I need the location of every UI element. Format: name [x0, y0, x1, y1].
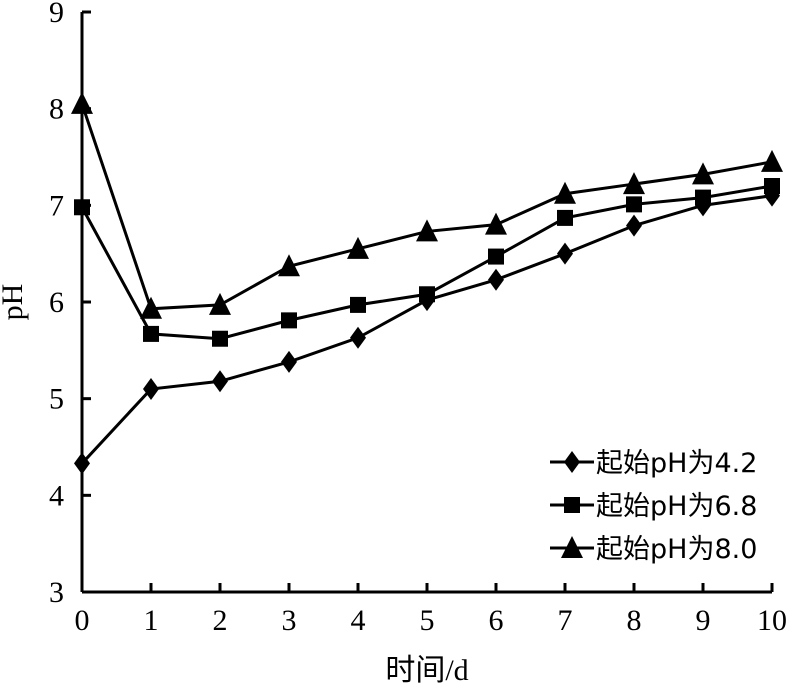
data-point — [554, 181, 576, 204]
data-point — [209, 292, 231, 315]
legend-entry: 起始pH为4.2 — [550, 448, 757, 479]
x-tick-label: 0 — [75, 604, 90, 637]
series-square — [74, 178, 780, 347]
series-layer — [71, 91, 783, 475]
data-point — [350, 296, 366, 313]
x-tick-label: 7 — [558, 604, 573, 637]
x-tick-label: 2 — [213, 604, 228, 637]
legend-marker — [564, 497, 580, 513]
y-tick-label: 9 — [49, 0, 64, 29]
data-point — [626, 214, 642, 237]
legend-entry: 起始pH为8.0 — [550, 534, 757, 565]
data-point — [71, 91, 93, 114]
x-tick-label: 8 — [627, 604, 642, 637]
legend: 起始pH为4.2 起始pH为6.8 起始pH为8.0 — [550, 448, 757, 565]
y-axis-label: pH — [0, 284, 29, 321]
data-point — [419, 286, 435, 303]
legend-label: 起始pH为6.8 — [596, 491, 757, 522]
data-point — [74, 452, 90, 475]
x-tick-label: 6 — [489, 604, 504, 637]
x-tick-label: 10 — [757, 604, 787, 637]
x-tick-label: 3 — [282, 604, 297, 637]
data-point — [281, 312, 297, 329]
data-point — [557, 242, 573, 265]
data-point — [485, 212, 507, 235]
data-point — [626, 196, 642, 213]
data-point — [557, 209, 573, 226]
data-point — [695, 189, 711, 206]
y-tick-label: 4 — [49, 479, 64, 512]
series-line — [80, 184, 773, 341]
y-tick-label: 3 — [49, 576, 64, 609]
data-point — [74, 199, 90, 216]
data-point — [488, 268, 504, 291]
data-point — [764, 178, 780, 194]
legend-label: 起始pH为8.0 — [596, 534, 757, 565]
data-point — [416, 219, 438, 242]
data-point — [143, 378, 159, 400]
x-tick-label: 5 — [420, 604, 435, 637]
data-point — [212, 330, 228, 347]
data-point — [350, 326, 366, 349]
y-axis-ticks: 3 4 5 6 7 8 9 — [49, 0, 91, 609]
data-point — [692, 162, 714, 185]
x-axis-ticks: 0 1 2 3 4 5 6 7 8 9 10 — [75, 583, 787, 637]
series-triangle — [71, 91, 783, 319]
data-point — [140, 296, 162, 319]
data-point — [623, 172, 645, 195]
legend-marker — [564, 451, 580, 473]
data-point — [143, 325, 159, 342]
legend-entry: 起始pH为6.8 — [550, 491, 757, 522]
legend-label: 起始pH为4.2 — [596, 448, 757, 479]
series-line — [80, 103, 773, 311]
x-tick-label: 4 — [351, 604, 366, 637]
data-point — [347, 236, 369, 259]
y-tick-label: 6 — [49, 286, 64, 319]
data-point — [281, 350, 297, 373]
data-point — [278, 254, 300, 277]
y-tick-label: 5 — [49, 383, 64, 416]
x-tick-label: 1 — [144, 604, 159, 637]
y-tick-label: 7 — [49, 189, 64, 222]
x-tick-label: 9 — [696, 604, 711, 637]
data-point — [761, 149, 783, 172]
data-point — [488, 248, 504, 265]
x-axis-label: 时间/d — [385, 654, 468, 687]
legend-marker — [561, 536, 583, 558]
data-point — [212, 370, 228, 393]
y-tick-label: 8 — [49, 93, 64, 126]
